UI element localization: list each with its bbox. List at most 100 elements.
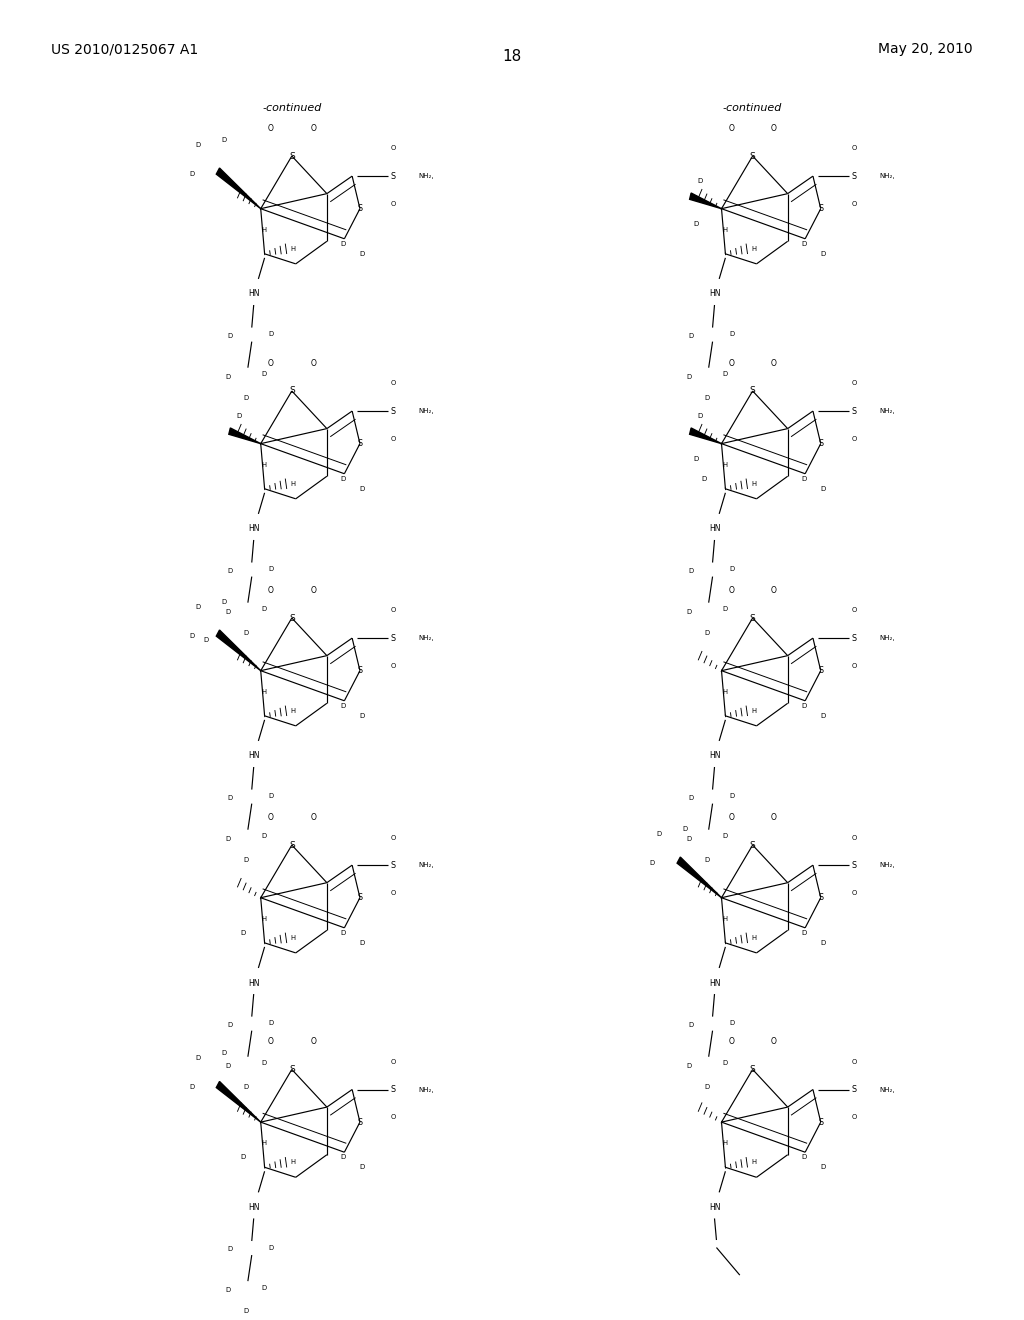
Text: D: D [723, 606, 728, 612]
Text: O: O [851, 890, 856, 896]
Text: D: D [268, 793, 273, 799]
Text: D: D [341, 240, 346, 247]
Text: D: D [723, 1060, 728, 1067]
Text: NH₂,: NH₂, [418, 408, 434, 414]
Text: O: O [267, 586, 273, 595]
Text: O: O [851, 834, 856, 841]
Text: S: S [818, 667, 823, 676]
Text: D: D [244, 395, 249, 401]
Text: D: D [729, 331, 734, 337]
Text: S: S [357, 894, 362, 903]
Text: H: H [261, 1140, 266, 1146]
Text: O: O [310, 124, 316, 133]
Text: D: D [705, 857, 710, 863]
Text: O: O [728, 813, 734, 822]
Text: D: D [341, 702, 346, 709]
Text: D: D [359, 940, 365, 946]
Text: D: D [227, 568, 232, 574]
Text: S: S [818, 1118, 823, 1127]
Polygon shape [216, 1081, 261, 1122]
Text: D: D [359, 486, 365, 492]
Text: HN: HN [709, 978, 720, 987]
Text: H: H [751, 1159, 756, 1166]
Text: D: D [820, 251, 825, 257]
Text: D: D [820, 713, 825, 719]
Text: D: D [226, 609, 231, 615]
Text: D: D [262, 1284, 267, 1291]
Text: S: S [818, 894, 823, 903]
Text: D: D [268, 1245, 273, 1250]
Text: O: O [390, 436, 395, 442]
Text: D: D [262, 1060, 267, 1067]
Text: D: D [221, 1051, 226, 1056]
Text: H: H [722, 1140, 727, 1146]
Text: O: O [390, 201, 395, 207]
Text: D: D [802, 929, 807, 936]
Text: H: H [751, 708, 756, 714]
Text: D: D [697, 178, 702, 183]
Text: S: S [851, 861, 856, 870]
Text: S: S [289, 614, 295, 623]
Text: D: D [221, 599, 226, 605]
Text: D: D [227, 795, 232, 801]
Text: S: S [390, 1085, 395, 1094]
Text: D: D [244, 1084, 249, 1090]
Text: H: H [290, 1159, 295, 1166]
Text: S: S [390, 861, 395, 870]
Text: D: D [687, 374, 692, 380]
Text: H: H [722, 916, 727, 921]
Text: O: O [267, 813, 273, 822]
Text: D: D [802, 240, 807, 247]
Text: NH₂,: NH₂, [879, 173, 895, 180]
Text: D: D [244, 630, 249, 636]
Text: D: D [244, 857, 249, 863]
Text: H: H [290, 935, 295, 941]
Text: O: O [771, 124, 777, 133]
Text: S: S [851, 407, 856, 416]
Text: D: D [688, 1022, 693, 1028]
Text: HN: HN [709, 289, 720, 298]
Text: D: D [227, 333, 232, 339]
Text: D: D [188, 1084, 194, 1090]
Text: D: D [656, 832, 662, 837]
Polygon shape [216, 168, 261, 209]
Text: O: O [728, 1038, 734, 1047]
Text: D: D [226, 1287, 231, 1294]
Text: O: O [267, 1038, 273, 1047]
Text: O: O [851, 380, 856, 387]
Text: D: D [705, 395, 710, 401]
Text: S: S [289, 387, 295, 396]
Text: D: D [687, 609, 692, 615]
Text: O: O [390, 1114, 395, 1121]
Text: D: D [359, 713, 365, 719]
Text: D: D [196, 1056, 201, 1061]
Text: D: D [221, 137, 226, 143]
Text: NH₂,: NH₂, [879, 408, 895, 414]
Text: O: O [390, 1059, 395, 1065]
Text: O: O [728, 359, 734, 368]
Text: HN: HN [709, 1203, 720, 1212]
Text: D: D [226, 1063, 231, 1069]
Text: D: D [359, 251, 365, 257]
Text: S: S [851, 634, 856, 643]
Text: S: S [750, 614, 756, 623]
Polygon shape [677, 857, 722, 898]
Text: D: D [682, 826, 687, 832]
Text: D: D [196, 143, 201, 148]
Text: S: S [750, 152, 756, 161]
Text: D: D [241, 929, 246, 936]
Polygon shape [689, 193, 722, 209]
Text: S: S [750, 841, 756, 850]
Text: O: O [390, 380, 395, 387]
Text: H: H [261, 916, 266, 921]
Text: D: D [705, 1084, 710, 1090]
Text: US 2010/0125067 A1: US 2010/0125067 A1 [51, 42, 199, 57]
Text: H: H [261, 462, 266, 467]
Text: D: D [820, 1164, 825, 1171]
Text: O: O [267, 124, 273, 133]
Text: S: S [390, 634, 395, 643]
Text: O: O [851, 607, 856, 614]
Text: S: S [818, 205, 823, 214]
Text: O: O [728, 586, 734, 595]
Text: O: O [390, 663, 395, 669]
